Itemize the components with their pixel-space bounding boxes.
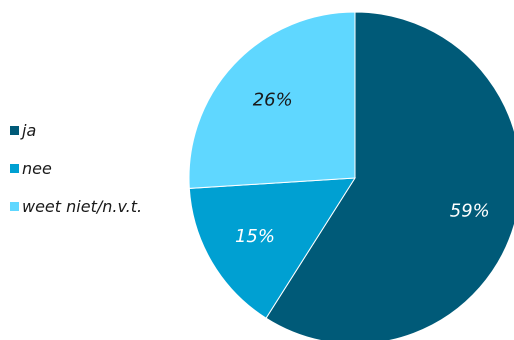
legend-swatch-ja	[10, 126, 19, 135]
legend-swatch-nee	[10, 164, 19, 173]
pie-value-labels: 59% 15% 26%	[235, 90, 490, 247]
legend-item-ja: ja	[10, 120, 142, 141]
pie-value-label: 59%	[450, 200, 490, 221]
legend-swatch-weet-niet	[10, 202, 19, 211]
pie-value-label: 15%	[235, 226, 275, 247]
pie-slice-ja	[265, 11, 514, 340]
legend-item-weet-niet: weet niet/n.v.t.	[10, 196, 142, 217]
pie-slice-nee	[188, 177, 356, 319]
legend-label-nee: nee	[22, 159, 52, 178]
legend-label-weet-niet: weet niet/n.v.t.	[22, 197, 143, 216]
pie-value-label: 26%	[253, 90, 293, 111]
chart-legend: ja nee weet niet/n.v.t.	[10, 120, 142, 217]
legend-label-ja: ja	[22, 121, 37, 140]
pie-slice-weet-niet-n-v-t	[188, 11, 356, 189]
pie-slices	[188, 11, 514, 340]
legend-item-nee: nee	[10, 158, 142, 179]
